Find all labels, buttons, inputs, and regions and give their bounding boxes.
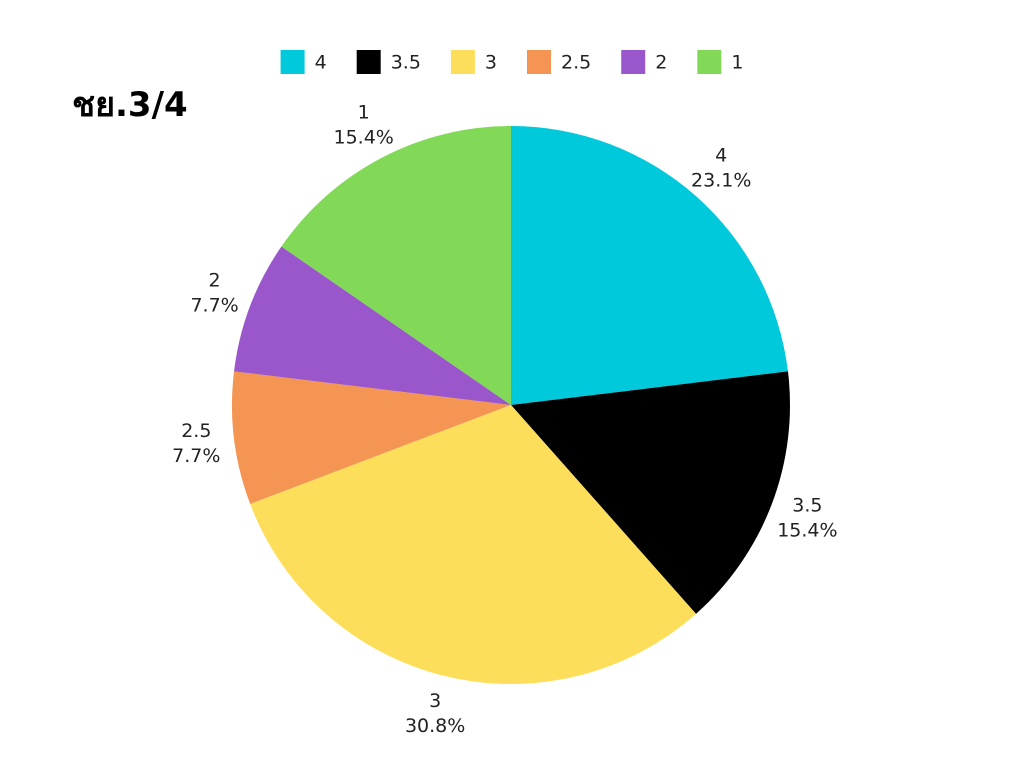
pie-slice-2 bbox=[234, 246, 511, 405]
pie-slice-1 bbox=[281, 125, 511, 405]
slice-label-4: 4 bbox=[715, 145, 727, 167]
legend-swatch-3 bbox=[450, 50, 475, 74]
legend-label-1: 1 bbox=[731, 52, 743, 74]
slice-percent-2: 7.7% bbox=[190, 295, 238, 317]
slice-percent-1: 15.4% bbox=[334, 126, 394, 148]
pie-slice-4 bbox=[511, 126, 788, 405]
pie-slice-2-5 bbox=[232, 371, 511, 504]
legend-swatch-2-5 bbox=[527, 50, 551, 74]
slice-label-3-5: 3.5 bbox=[792, 494, 822, 516]
legend-swatch-3-5 bbox=[356, 50, 381, 74]
slice-label-3: 3 bbox=[429, 690, 441, 712]
legend: 4 3.5 3 2.5 2 1 bbox=[280, 50, 743, 74]
legend-swatch-1 bbox=[697, 50, 722, 74]
legend-label-2: 2 bbox=[655, 52, 667, 74]
legend-label-4: 4 bbox=[315, 52, 327, 74]
legend-swatch-2 bbox=[621, 50, 646, 74]
legend-label-3: 3 bbox=[485, 52, 497, 74]
pie-slice-3 bbox=[250, 405, 697, 684]
slice-percent-4: 23.1% bbox=[691, 170, 751, 192]
slice-label-2: 2 bbox=[209, 270, 221, 292]
slice-label-2-5: 2.5 bbox=[181, 420, 211, 442]
chart-title: ชย.3/4 bbox=[72, 85, 188, 125]
slice-percent-3: 30.8% bbox=[405, 715, 465, 737]
legend-swatch-4 bbox=[280, 50, 305, 74]
legend-label-3-5: 3.5 bbox=[391, 52, 421, 74]
slice-label-1: 1 bbox=[358, 101, 370, 123]
slice-percent-2-5: 7.7% bbox=[172, 445, 220, 467]
pie-slices bbox=[232, 125, 790, 684]
slice-percent-3-5: 15.4% bbox=[777, 519, 837, 541]
legend-label-2-5: 2.5 bbox=[561, 52, 591, 74]
pie-slice-3-5 bbox=[511, 371, 790, 614]
slice-labels: 4 23.1% 3.5 15.4% 3 30.8% 2.5 7.7% 2 7.7% 1 15.4% bbox=[172, 101, 837, 736]
